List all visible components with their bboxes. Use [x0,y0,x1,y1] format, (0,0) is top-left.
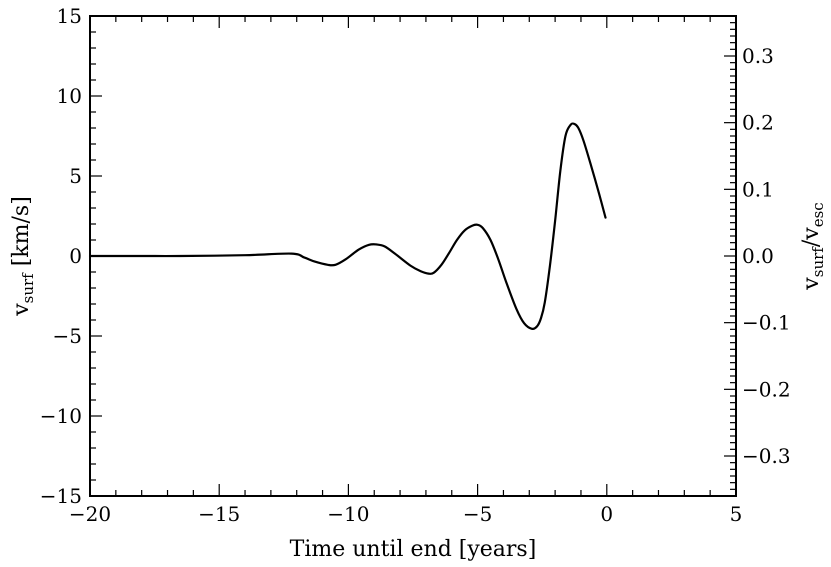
y-axis-label: vsurf [km/s] [9,196,37,317]
y2-tick-label: 0.0 [742,244,774,268]
right-y-axis-label-slash: / [799,239,824,247]
labels-layer: −20 −15 −10 −5 0 5−15−10−5051015−0.3−0.2−0.10… [40,4,791,526]
y-axis-label-unit: [km/s] [9,196,34,273]
y-tick-label: −15 [40,484,82,508]
y-tick-label: 15 [57,4,82,28]
right-y-axis-label-v1: v [799,277,824,291]
plot-frame [89,15,737,497]
x-axis-label: Time until end [years] [290,537,537,562]
y-axis-label-v: v [9,303,34,317]
y-tick-label: −5 [53,324,82,348]
right-y-axis-label-sub1: surf [809,246,827,278]
right-y-axis-label-v2: v [799,227,824,241]
y2-tick-label: −0.2 [742,377,791,401]
x-tick-label: −20 [69,502,111,526]
y2-tick-label: −0.3 [742,444,791,468]
y-tick-label: 10 [57,84,82,108]
y2-tick-label: 0.3 [742,44,774,68]
y-tick-label: 5 [69,164,82,188]
x-tick-label: −10 [327,502,369,526]
y-tick-label: −10 [40,404,82,428]
right-y-axis-label: vsurf/vesc [799,202,827,290]
y2-tick-label: −0.1 [742,311,791,335]
right-y-axis-label-sub2: esc [809,202,827,227]
plot-layer [88,122,607,331]
y-tick-label: 0 [69,244,82,268]
x-tick-label: 5 [730,502,743,526]
x-tick-label: −15 [198,502,240,526]
x-tick-label: 0 [600,502,613,526]
y2-tick-label: 0.1 [742,177,774,201]
y2-tick-label: 0.2 [742,111,774,135]
x-tick-label: −5 [463,502,492,526]
series-line [88,122,607,331]
y-axis-label-subscript: surf [19,272,37,304]
